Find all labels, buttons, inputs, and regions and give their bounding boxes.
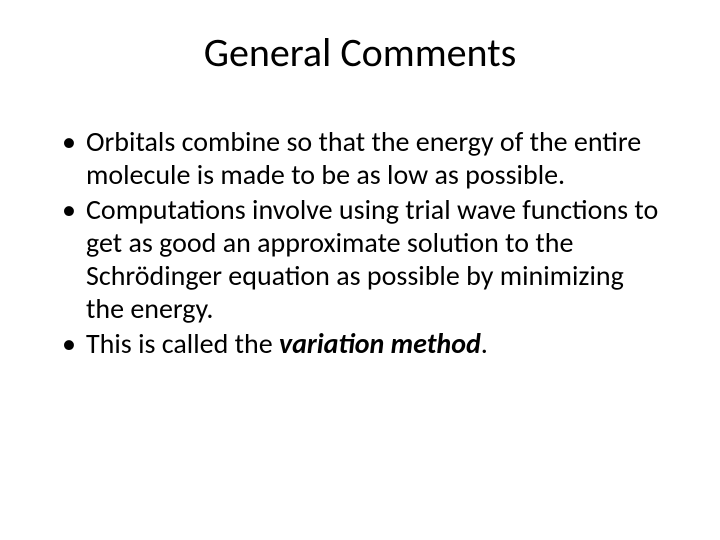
bullet-text: Orbitals combine so that the energy of t…	[86, 124, 641, 192]
slide-title: General Comments	[58, 28, 662, 77]
list-item: This is called the variation method.	[58, 327, 662, 360]
list-item: Orbitals combine so that the energy of t…	[58, 125, 662, 191]
slide: General Comments Orbitals combine so tha…	[0, 0, 720, 540]
bullet-text: Computations involve using trial wave fu…	[86, 192, 658, 326]
bullet-list: Orbitals combine so that the energy of t…	[58, 125, 662, 360]
bullet-suffix: .	[481, 326, 488, 361]
bullet-emph: variation method	[279, 326, 481, 361]
bullet-text: This is called the	[86, 326, 279, 361]
list-item: Computations involve using trial wave fu…	[58, 193, 662, 325]
